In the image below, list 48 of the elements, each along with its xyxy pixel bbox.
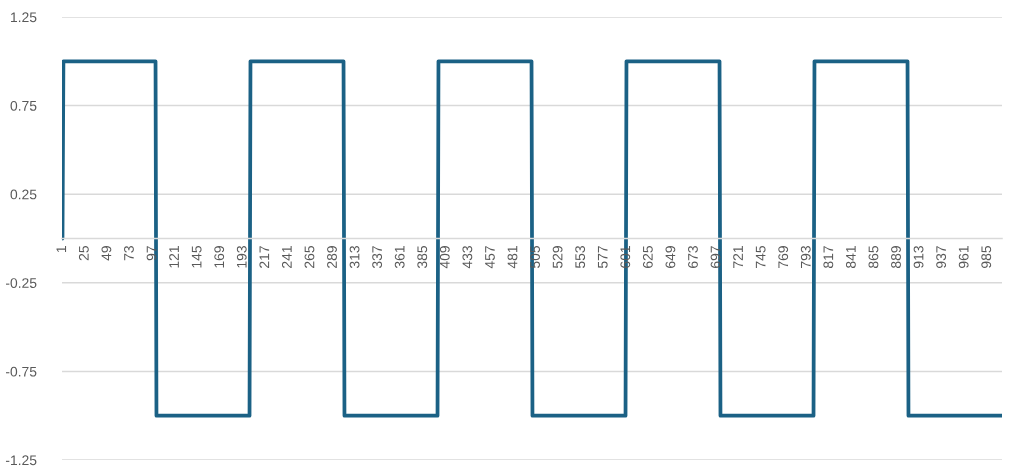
x-tick-label: 25: [78, 246, 89, 261]
y-tick-label: -0.75: [5, 366, 37, 377]
x-tick-label: 817: [823, 246, 834, 269]
y-tick-label: -1.25: [5, 455, 37, 466]
x-tick-label: 361: [394, 246, 405, 269]
x-tick-label: 313: [349, 246, 360, 269]
x-tick-label: 553: [575, 246, 586, 269]
x-tick-label: 457: [485, 246, 495, 269]
x-tick-label: 769: [778, 246, 789, 268]
x-tick-label: 265: [304, 246, 315, 268]
x-tick-label: 913: [913, 246, 924, 268]
x-tick-label: 385: [417, 246, 428, 269]
x-tick-label: 193: [236, 246, 247, 268]
x-tick-label: 73: [124, 246, 134, 261]
x-tick-label: 649: [665, 246, 676, 268]
x-tick-label: 217: [259, 246, 270, 268]
x-tick-label: 505: [530, 246, 540, 269]
x-tick-label: 481: [507, 246, 518, 269]
x-tick-label: 841: [845, 246, 856, 269]
x-tick-label: 529: [552, 246, 563, 269]
x-tick-label: 409: [439, 246, 450, 269]
x-tick-label: 241: [281, 246, 292, 268]
y-tick-label: 0.25: [10, 189, 37, 200]
x-tick-label: 985: [981, 246, 992, 268]
x-tick-label: 601: [620, 246, 631, 268]
x-tick-label: 865: [868, 246, 879, 269]
x-tick-label: 673: [688, 246, 698, 268]
x-tick-label: 97: [146, 246, 157, 261]
x-tick-label: 1: [56, 246, 67, 253]
y-tick-label: -0.25: [5, 278, 37, 288]
x-tick-label: 145: [191, 246, 202, 268]
x-tick-label: 745: [755, 246, 766, 268]
x-tick-label: 577: [597, 246, 608, 269]
x-tick-label: 721: [733, 246, 743, 268]
x-tick-label: 961: [958, 246, 969, 268]
y-tick-label: 0.75: [10, 100, 37, 111]
x-tick-label: 49: [101, 246, 112, 261]
x-tick-label: 625: [642, 246, 653, 268]
x-tick-label: 697: [710, 246, 721, 268]
x-tick-label: 337: [372, 246, 383, 269]
y-tick-label: 1.25: [11, 12, 37, 23]
x-tick-label: 121: [169, 246, 179, 268]
x-tick-label: 889: [891, 246, 901, 269]
x-tick-label: 433: [462, 246, 473, 269]
x-tick-label: 793: [800, 246, 811, 268]
x-tick-label: 169: [214, 246, 225, 268]
x-tick-label: 937: [936, 246, 947, 268]
x-tick-label: 289: [327, 246, 337, 268]
